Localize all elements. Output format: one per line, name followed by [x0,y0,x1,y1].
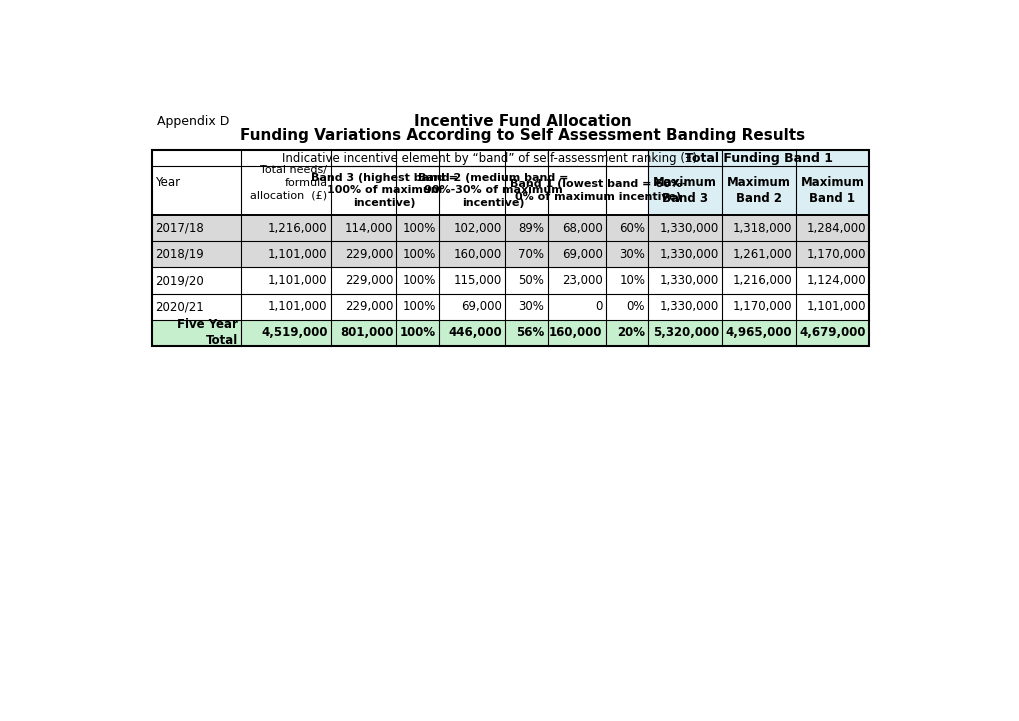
Text: 56%: 56% [516,327,544,340]
Bar [648,151,868,165]
Text: Band 2 (medium band =
90%-30% of maximum
incentive): Band 2 (medium band = 90%-30% of maximum… [418,173,568,208]
Bar [152,293,868,320]
Text: 20%: 20% [616,327,645,340]
Text: 801,000: 801,000 [339,327,393,340]
Text: 30%: 30% [619,248,645,261]
Text: 69,000: 69,000 [561,248,602,261]
Bar [152,151,868,166]
Text: 1,330,000: 1,330,000 [659,221,718,235]
Text: 1,330,000: 1,330,000 [659,300,718,313]
Bar [152,242,868,267]
Bar [152,320,868,346]
Text: 5,320,000: 5,320,000 [652,327,718,340]
Text: Band 1 (lowest band = 60%-
0% of maximum incentive): Band 1 (lowest band = 60%- 0% of maximum… [510,180,686,202]
Bar [152,215,868,242]
Text: 1,101,000: 1,101,000 [268,248,327,261]
Text: Maximum
Band 1: Maximum Band 1 [800,176,863,205]
Bar [648,166,868,215]
Text: 4,519,000: 4,519,000 [261,327,327,340]
Text: Indicative incentive element by “band” of self-assessment ranking (£): Indicative incentive element by “band” o… [281,151,696,164]
Text: 160,000: 160,000 [453,248,501,261]
Text: 50%: 50% [518,274,544,287]
Text: 100%: 100% [403,300,435,313]
Text: 2020/21: 2020/21 [155,300,204,313]
Text: 0: 0 [595,300,602,313]
Text: 1,101,000: 1,101,000 [268,300,327,313]
Text: 102,000: 102,000 [453,221,501,235]
Text: 1,101,000: 1,101,000 [806,300,865,313]
Text: Five Year
Total: Five Year Total [177,319,238,348]
Text: 10%: 10% [619,274,645,287]
Text: 1,318,000: 1,318,000 [733,221,792,235]
Text: 229,000: 229,000 [344,274,393,287]
Text: Year: Year [155,176,180,190]
Text: 100%: 100% [403,221,435,235]
Text: Maximum
Band 2: Maximum Band 2 [727,176,790,205]
Text: 446,000: 446,000 [447,327,501,340]
Text: 1,124,000: 1,124,000 [806,274,865,287]
Text: 4,965,000: 4,965,000 [726,327,792,340]
Text: 4,679,000: 4,679,000 [799,327,865,340]
Text: 2018/19: 2018/19 [155,248,204,261]
Text: 1,216,000: 1,216,000 [268,221,327,235]
Bar [152,166,868,215]
Text: 160,000: 160,000 [548,327,602,340]
Text: 229,000: 229,000 [344,300,393,313]
Text: 1,261,000: 1,261,000 [732,248,792,261]
Text: Total needs/
formula
allocation  (£): Total needs/ formula allocation (£) [250,165,327,200]
Text: Total Funding Band 1: Total Funding Band 1 [684,151,832,164]
Text: 60%: 60% [619,221,645,235]
Text: 1,170,000: 1,170,000 [806,248,865,261]
Text: 114,000: 114,000 [344,221,393,235]
Text: 30%: 30% [518,300,544,313]
Bar [330,151,647,165]
Text: 1,330,000: 1,330,000 [659,248,718,261]
Bar [152,267,868,293]
Text: 1,216,000: 1,216,000 [732,274,792,287]
Text: 23,000: 23,000 [561,274,602,287]
Text: 0%: 0% [626,300,645,313]
Text: 1,284,000: 1,284,000 [806,221,865,235]
Text: 1,101,000: 1,101,000 [268,274,327,287]
Text: 1,330,000: 1,330,000 [659,274,718,287]
Text: Band 3 (highest band =
100% of maximum
incentive): Band 3 (highest band = 100% of maximum i… [311,173,458,208]
Bar [152,151,868,346]
Text: Appendix D: Appendix D [157,115,229,128]
Text: 89%: 89% [518,221,544,235]
Text: Incentive Fund Allocation: Incentive Fund Allocation [414,114,631,128]
Text: 100%: 100% [399,327,435,340]
Text: 1,170,000: 1,170,000 [733,300,792,313]
Text: 69,000: 69,000 [461,300,501,313]
Text: 68,000: 68,000 [561,221,602,235]
Text: 229,000: 229,000 [344,248,393,261]
Text: 115,000: 115,000 [453,274,501,287]
Text: 70%: 70% [518,248,544,261]
Bar [648,151,868,166]
Text: 100%: 100% [403,274,435,287]
Text: 100%: 100% [403,248,435,261]
Bar [152,151,868,346]
Text: 2019/20: 2019/20 [155,274,204,287]
Text: Maximum
Band 3: Maximum Band 3 [652,176,716,205]
Text: 2017/18: 2017/18 [155,221,204,235]
Text: Funding Variations According to Self Assessment Banding Results: Funding Variations According to Self Ass… [239,128,805,143]
